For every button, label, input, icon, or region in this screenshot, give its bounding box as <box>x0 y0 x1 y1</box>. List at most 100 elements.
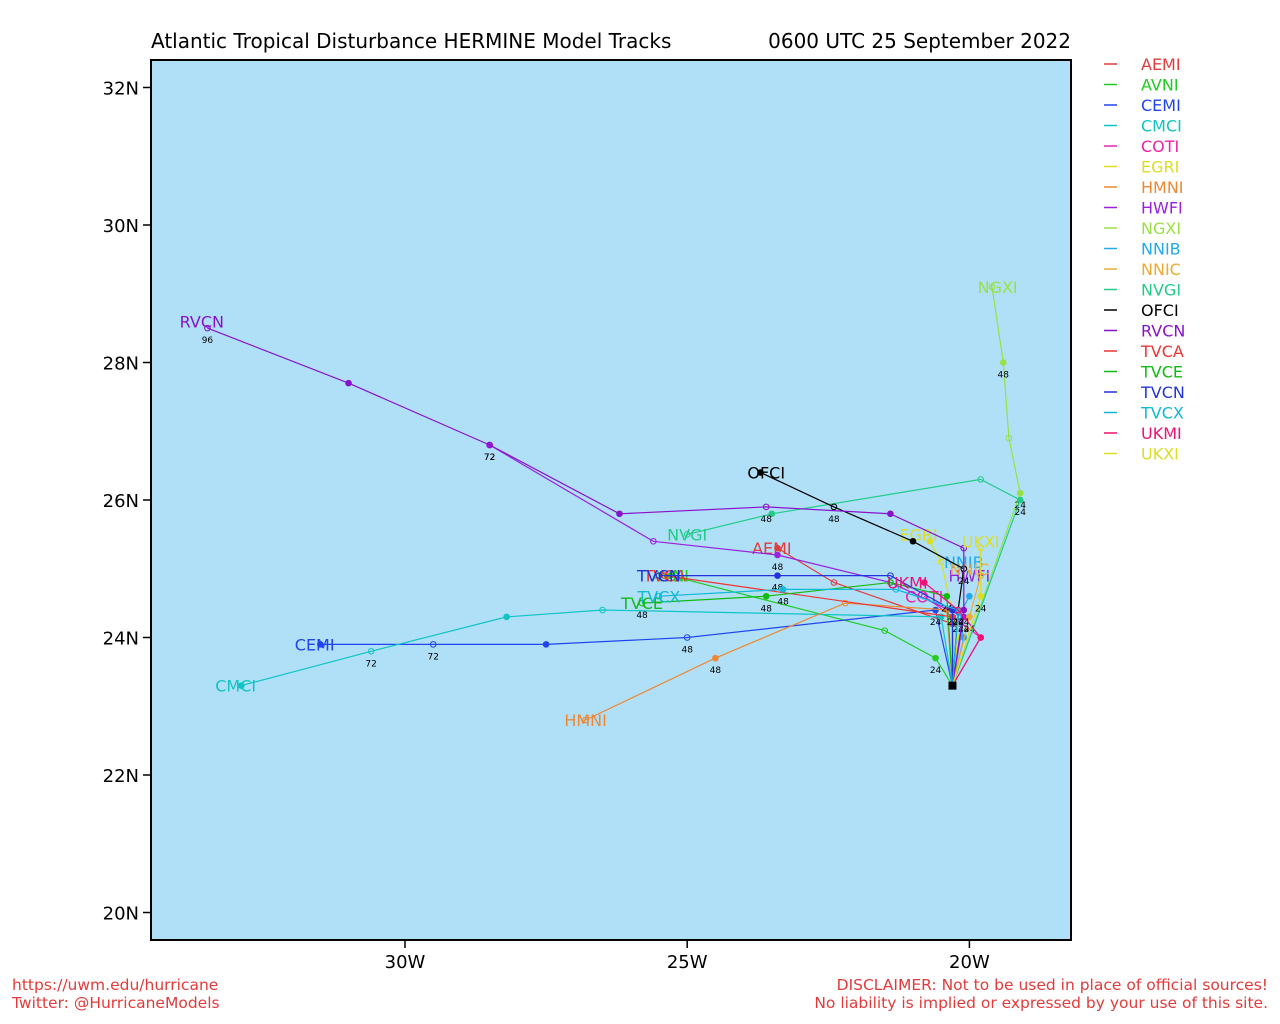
legend-label: CMCI <box>1141 117 1182 136</box>
track-label: TVCX <box>637 587 681 606</box>
track-point <box>367 647 375 655</box>
track-hmni: 48 HMNI <box>564 599 954 730</box>
track-line <box>641 581 954 686</box>
track-point <box>779 586 787 593</box>
legend-label: OFCI <box>1141 301 1179 320</box>
track-rvcn: 24 48 72 96 RVCN <box>180 312 970 686</box>
footer-disclaimer-2: No liability is implied or expressed by … <box>814 994 1268 1012</box>
track-point <box>887 579 894 586</box>
footer-disclaimer-1: DISCLAIMER: Not to be used in place of o… <box>836 976 1268 994</box>
legend-label: UKMI <box>1141 424 1182 443</box>
track-point <box>486 441 493 449</box>
track-point <box>977 634 984 641</box>
track-label: NGXI <box>978 278 1018 297</box>
track-label: EGRI <box>899 525 937 544</box>
track-point <box>762 592 770 600</box>
track-point <box>238 682 245 689</box>
track-label: AEMI <box>752 539 792 558</box>
legend-label: HMNI <box>1141 178 1184 197</box>
track-point <box>988 283 996 291</box>
track-line <box>923 582 982 686</box>
forecast-hour-label: 72 <box>484 453 495 463</box>
track-label: UKXI <box>962 532 1000 551</box>
track-ukxi: 24 UKXI <box>951 532 1000 686</box>
x-tick-label: 30W <box>385 952 426 973</box>
track-point <box>582 716 589 724</box>
axis-layer: 20N 22N 24N 26N 28N 30N 32N 30W 25W 20W <box>103 79 990 974</box>
track-point <box>429 641 437 648</box>
track-point <box>542 641 550 648</box>
legend-item-ngxi: NGXI <box>1104 219 1181 238</box>
track-line <box>241 609 954 687</box>
legend-item-coti: COTI <box>1104 137 1179 156</box>
forecast-hour-label: 48 <box>710 666 722 676</box>
legend-item-nvgi: NVGI <box>1104 281 1181 300</box>
track-label: UKMI <box>887 574 928 593</box>
legend-item-rvcn: RVCN <box>1104 322 1185 341</box>
track-point <box>977 544 984 552</box>
legend-label: RVCN <box>1141 322 1185 341</box>
legend-item-cmci: CMCI <box>1104 117 1182 136</box>
track-label: NVGI <box>667 525 707 544</box>
legend-item-avni: AVNI <box>1104 76 1179 95</box>
forecast-hour-label: 24 <box>930 666 942 676</box>
track-point <box>830 503 838 511</box>
track-point <box>762 503 770 511</box>
y-tick-label: 20N <box>103 904 139 925</box>
tracks-layer: AEMI24AVNI244872CEMI72CMCICOTIEGRI48HMNI… <box>180 278 1027 730</box>
track-point <box>830 579 838 586</box>
track-point <box>920 579 928 586</box>
track-label: OFCI <box>747 464 785 483</box>
forecast-hour-label: 48 <box>636 611 648 621</box>
footer-url[interactable]: https://uwm.edu/hurricane <box>12 976 219 994</box>
legend-item-ukmi: UKMI <box>1104 424 1182 443</box>
forecast-hour-label: 24 <box>975 604 987 614</box>
track-point <box>966 592 973 600</box>
forecast-hour-label: 24 <box>930 618 942 628</box>
track-point <box>650 537 657 545</box>
forecast-hour-label: 24 <box>958 625 970 635</box>
footer-twitter[interactable]: Twitter: @HurricaneModels <box>12 994 220 1012</box>
track-point <box>977 476 984 483</box>
track-ukmi: UKMI <box>887 574 984 686</box>
track-point <box>757 469 764 476</box>
track-point <box>943 592 951 600</box>
forecast-hour-label: 48 <box>681 646 693 656</box>
y-tick-label: 24N <box>103 629 139 650</box>
forecast-hour-label: 24 <box>958 618 970 628</box>
track-ngxi: 24 48 NGXI <box>951 278 1026 686</box>
track-point <box>655 592 663 600</box>
track-point <box>932 606 939 614</box>
track-point <box>960 606 968 614</box>
track-point <box>204 324 211 332</box>
track-point <box>966 613 973 621</box>
track-tvcn: 24 48 TVCN <box>636 567 958 686</box>
forecast-hour-label: 24 <box>941 604 953 614</box>
forecast-hour-label: 48 <box>772 563 784 573</box>
track-point <box>841 599 849 607</box>
forecast-hour-label: 48 <box>998 371 1010 381</box>
forecast-hour-label: 24 <box>952 625 964 635</box>
forecast-hour-label: 72 <box>427 652 438 662</box>
track-point <box>932 654 939 662</box>
track-point <box>774 551 781 559</box>
track-point <box>887 510 894 518</box>
legend-label: TVCA <box>1140 342 1184 361</box>
track-line <box>489 444 965 686</box>
track-cemi: 24 48 72 CEMI <box>295 606 954 686</box>
track-point <box>317 641 324 648</box>
y-tick-label: 32N <box>103 79 139 100</box>
forecast-hour-label: 72 <box>365 659 376 669</box>
footer-left: https://uwm.edu/hurricane Twitter: @Hurr… <box>12 976 220 1012</box>
legend-item-nnib: NNIB <box>1104 240 1181 259</box>
track-point <box>712 654 719 662</box>
track-point <box>683 531 691 538</box>
track-nvgi: 24 NVGI <box>667 476 1026 686</box>
track-point <box>503 613 510 621</box>
track-point <box>960 544 968 552</box>
plot-area <box>150 59 1072 941</box>
y-tick-label: 30N <box>103 216 139 237</box>
legend-label: AVNI <box>1141 76 1179 95</box>
